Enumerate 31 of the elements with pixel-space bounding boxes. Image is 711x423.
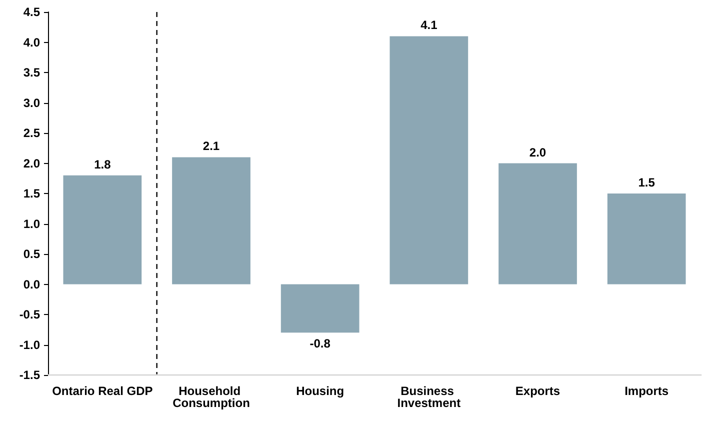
y-tick-label: 2.0 [23, 156, 40, 170]
bar [390, 36, 468, 284]
bar [63, 175, 142, 284]
y-tick-label: 1.5 [23, 186, 40, 200]
x-tick-label: Exports [515, 384, 560, 398]
y-tick-label: 4.5 [23, 5, 40, 19]
y-tick-label: 2.5 [23, 126, 40, 140]
data-label: 4.1 [420, 18, 438, 32]
y-tick-label: 0.0 [23, 277, 40, 292]
y-tick-label: 0.5 [23, 247, 40, 261]
data-label: 2.1 [202, 139, 220, 154]
x-tick-label: Imports [624, 384, 669, 398]
y-tick-label: 1.0 [23, 216, 40, 231]
x-tick-label: Household Consumption [172, 384, 250, 410]
y-tick-label: 4.0 [23, 35, 40, 50]
data-label: 2.0 [529, 145, 546, 160]
x-tick-label: Ontario Real GDP [52, 384, 153, 398]
y-tick-label: 3.0 [23, 96, 40, 110]
data-label: -0.8 [310, 336, 331, 351]
x-tick-label: Housing [296, 384, 344, 398]
bar [498, 163, 577, 284]
x-tick-label: Business Investment [397, 384, 461, 410]
data-label: 1.5 [638, 176, 656, 190]
y-tick-label: -0.5 [19, 308, 40, 322]
y-tick-label: 3.5 [23, 66, 40, 80]
bar [172, 157, 250, 284]
y-tick-label: -1.5 [19, 368, 40, 382]
y-tick-label: -1.0 [19, 338, 40, 352]
data-label: 1.8 [94, 157, 112, 172]
bar [280, 284, 360, 333]
bar [607, 194, 686, 284]
